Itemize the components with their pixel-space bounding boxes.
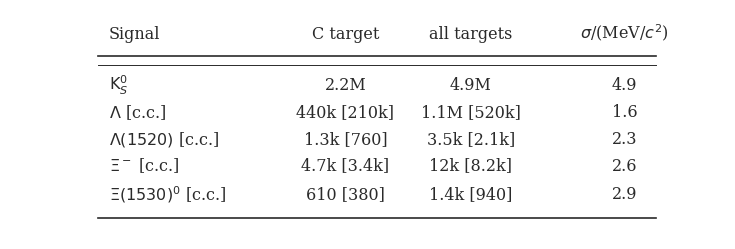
Text: 2.6: 2.6 bbox=[612, 158, 637, 175]
Text: $\sigma$/(MeV/$c^2$): $\sigma$/(MeV/$c^2$) bbox=[580, 22, 669, 43]
Text: 610 [380]: 610 [380] bbox=[306, 186, 385, 203]
Text: $\Lambda(1520)$ [c.c.]: $\Lambda(1520)$ [c.c.] bbox=[109, 130, 220, 149]
Text: 4.9: 4.9 bbox=[612, 77, 637, 94]
Text: 2.2M: 2.2M bbox=[324, 77, 366, 94]
Text: 1.3k [760]: 1.3k [760] bbox=[304, 131, 387, 148]
Text: 4.9M: 4.9M bbox=[450, 77, 492, 94]
Text: C target: C target bbox=[312, 26, 379, 43]
Text: 2.9: 2.9 bbox=[612, 186, 637, 203]
Text: 1.1M [520k]: 1.1M [520k] bbox=[420, 104, 520, 121]
Text: 1.6: 1.6 bbox=[612, 104, 637, 121]
Text: 1.4k [940]: 1.4k [940] bbox=[429, 186, 512, 203]
Text: Signal: Signal bbox=[109, 26, 160, 43]
Text: $\mathrm{K}_S^0$: $\mathrm{K}_S^0$ bbox=[109, 74, 129, 97]
Text: 440k [210k]: 440k [210k] bbox=[296, 104, 395, 121]
Text: 2.3: 2.3 bbox=[612, 131, 637, 148]
Text: all targets: all targets bbox=[429, 26, 512, 43]
Text: $\Xi^-$ [c.c.]: $\Xi^-$ [c.c.] bbox=[109, 157, 180, 175]
Text: 3.5k [2.1k]: 3.5k [2.1k] bbox=[426, 131, 514, 148]
Text: $\Xi(1530)^0$ [c.c.]: $\Xi(1530)^0$ [c.c.] bbox=[109, 185, 226, 205]
Text: 4.7k [3.4k]: 4.7k [3.4k] bbox=[301, 158, 390, 175]
Text: $\Lambda$ [c.c.]: $\Lambda$ [c.c.] bbox=[109, 103, 166, 122]
Text: 12k [8.2k]: 12k [8.2k] bbox=[429, 158, 512, 175]
